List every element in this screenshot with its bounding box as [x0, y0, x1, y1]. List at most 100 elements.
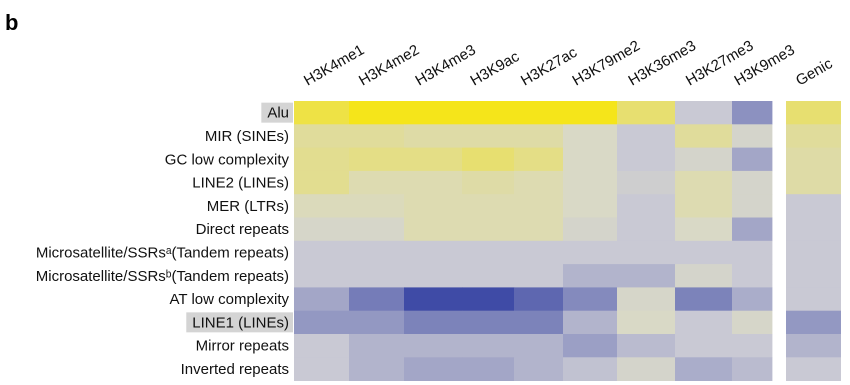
genic-cell	[786, 124, 841, 148]
heatmap-cell	[514, 357, 564, 381]
heatmap-cell	[732, 101, 773, 125]
heatmap-cell	[617, 124, 676, 148]
heatmap-cell	[514, 287, 564, 312]
heatmap-cell	[404, 101, 463, 125]
heatmap-cell	[294, 240, 350, 265]
heatmap-cell	[294, 217, 350, 242]
heatmap-cell	[349, 217, 405, 242]
heatmap-cell	[563, 287, 618, 312]
genic-cell	[786, 240, 841, 265]
heatmap-cell	[617, 357, 676, 381]
heatmap-cell	[462, 334, 515, 358]
heatmap-cell	[349, 240, 405, 265]
heatmap-cell	[294, 287, 350, 312]
row-label: AT low complexity	[170, 291, 290, 308]
heatmap-cell	[349, 101, 405, 125]
heatmap-cell	[563, 240, 618, 265]
heatmap-cell	[404, 240, 463, 265]
heatmap-cell	[514, 194, 564, 218]
heatmap-cell	[617, 194, 676, 218]
genic-cell	[786, 194, 841, 218]
heatmap-cell	[514, 170, 564, 195]
heatmap-cell	[404, 287, 463, 312]
row-label: MER (LTRs)	[207, 198, 289, 215]
heatmap-cell	[294, 310, 350, 335]
heatmap-cell	[349, 170, 405, 195]
column-label-group: H3K4me1H3K4me2H3K4me3H3K9acH3K27acH3K79m…	[301, 37, 836, 89]
heatmap-cell	[617, 147, 676, 172]
row-label: MIR (SINEs)	[205, 128, 289, 145]
column-label: H3K4me1	[301, 41, 367, 89]
heatmap-cell	[563, 217, 618, 242]
heatmap-cell	[404, 124, 463, 148]
row-label: Alu	[267, 105, 289, 122]
heatmap-cell	[349, 264, 405, 288]
heatmap-cell	[675, 240, 733, 265]
heatmap-cell	[514, 334, 564, 358]
heatmap-cell	[349, 194, 405, 218]
heatmap-cell	[404, 217, 463, 242]
heatmap-cell	[404, 194, 463, 218]
heatmap-cell	[349, 124, 405, 148]
heatmap-cell	[732, 147, 773, 172]
heatmap-cell	[675, 170, 733, 195]
heatmap-cell	[675, 124, 733, 148]
heatmap-cell	[514, 264, 564, 288]
heatmap-cell	[294, 124, 350, 148]
heatmap-cell	[617, 240, 676, 265]
heatmap-cell	[617, 217, 676, 242]
heatmap-cell	[404, 357, 463, 381]
heatmap-cell	[294, 264, 350, 288]
genic-column-cells	[786, 101, 841, 381]
heatmap-cell	[675, 287, 733, 312]
column-label: Genic	[793, 55, 836, 90]
heatmap-cell	[563, 101, 618, 125]
heatmap-cell	[462, 357, 515, 381]
heatmap-cell	[675, 101, 733, 125]
heatmap-cell	[294, 334, 350, 358]
heatmap-cell	[617, 310, 676, 335]
row-label: GC low complexity	[165, 151, 290, 168]
heatmap-cell	[732, 357, 773, 381]
heatmap-cell	[349, 287, 405, 312]
heatmap-cell	[617, 334, 676, 358]
panel-label: b	[5, 10, 18, 35]
heatmap-cell	[732, 124, 773, 148]
heatmap-cell	[563, 124, 618, 148]
heatmap-cell	[732, 264, 773, 288]
heatmap-cell	[675, 334, 733, 358]
heatmap-cell	[732, 217, 773, 242]
heatmap-cell	[675, 310, 733, 335]
heatmap-cell	[462, 310, 515, 335]
heatmap-cell	[294, 170, 350, 195]
heatmap-cell	[732, 334, 773, 358]
genic-cell	[786, 147, 841, 172]
heatmap-cell	[462, 147, 515, 172]
heatmap-cell	[462, 170, 515, 195]
row-highlight	[186, 312, 293, 333]
heatmap-cell	[514, 124, 564, 148]
heatmap-cell	[675, 357, 733, 381]
row-highlight	[261, 102, 293, 123]
heatmap-cell	[349, 334, 405, 358]
row-label: Microsatellite/SSRsᵃ(Tandem repeats)	[36, 244, 289, 261]
genic-cell	[786, 357, 841, 381]
heatmap-cell	[563, 170, 618, 195]
column-label: H3K4me3	[413, 41, 479, 89]
row-label: LINE2 (LINEs)	[192, 175, 289, 192]
heatmap-cell	[563, 194, 618, 218]
heatmap-cell	[349, 357, 405, 381]
heatmap-cell	[294, 101, 350, 125]
heatmap-cell	[514, 147, 564, 172]
heatmap-cell	[563, 264, 618, 288]
genic-cell	[786, 264, 841, 288]
heatmap-cell	[404, 334, 463, 358]
column-label: H3K4me2	[356, 41, 422, 89]
heatmap-cells	[294, 101, 773, 381]
heatmap-cell	[462, 287, 515, 312]
heatmap-cell	[349, 147, 405, 172]
heatmap-cell	[732, 287, 773, 312]
heatmap-cell	[732, 194, 773, 218]
heatmap-cell	[462, 240, 515, 265]
